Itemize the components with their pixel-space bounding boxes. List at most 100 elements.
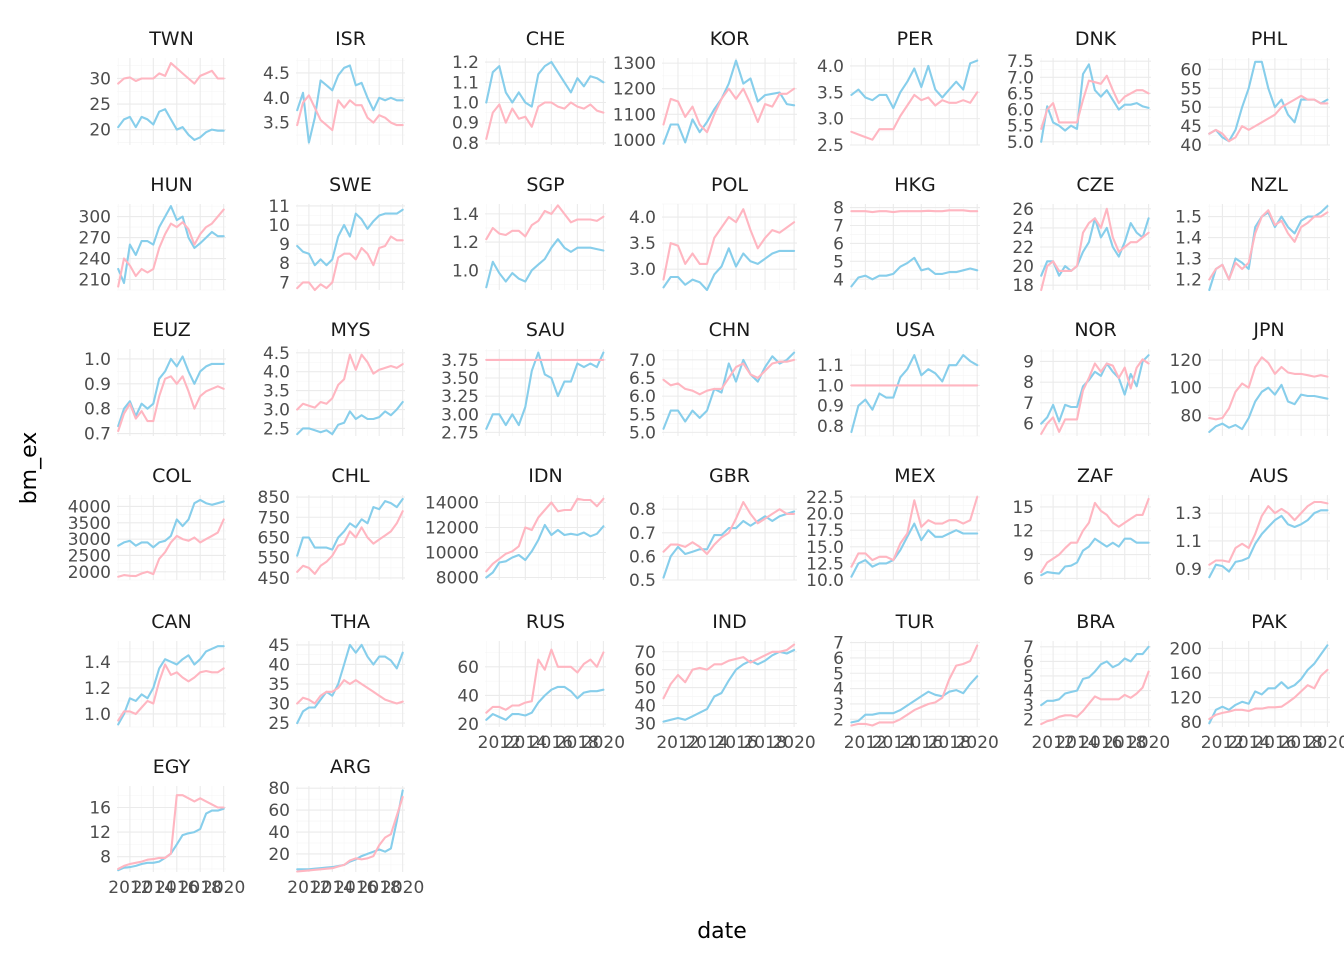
series-line-1 (850, 256, 979, 288)
x-tick-label: 2012 (287, 878, 330, 898)
y-tick-label: 3.5 (817, 83, 844, 103)
y-tick-label: 4.5 (263, 64, 290, 84)
y-tick-label: 20 (1012, 257, 1034, 277)
series-line-1 (485, 523, 605, 579)
y-tick-label: 1.2 (452, 233, 479, 253)
y-tick-label: 1.4 (452, 205, 479, 225)
y-tick-label: 7 (1023, 394, 1034, 414)
panel-che: CHE 0.80.91.01.11.2 (452, 28, 606, 154)
series-line-2 (296, 94, 404, 132)
x-tick-label: 2020 (1306, 733, 1344, 753)
series-line-2 (1208, 356, 1329, 421)
series-line-2 (1040, 207, 1150, 292)
series-line-1 (1040, 63, 1150, 143)
series-line-2 (662, 643, 796, 700)
y-tick-label: 60 (634, 661, 656, 681)
panel-title: CHE (526, 28, 566, 50)
y-tick-label: 3 (833, 695, 844, 715)
series-line-2 (1208, 500, 1329, 566)
panel-title: CZE (1076, 174, 1114, 196)
y-tick-label: 1.0 (452, 94, 479, 114)
y-tick-label: 1.3 (1175, 250, 1202, 270)
series-line-2 (1208, 209, 1329, 281)
y-tick-label: 8 (279, 254, 290, 274)
y-tick-label: 1.1 (1175, 532, 1202, 552)
x-tick-label: 2012 (844, 733, 887, 753)
panel-title: BRA (1076, 611, 1114, 633)
series-line-1 (117, 807, 225, 872)
series-line-2 (296, 353, 404, 411)
y-tick-label: 4.0 (817, 57, 844, 77)
series-line-1 (117, 645, 225, 726)
y-tick-label: 80 (1180, 713, 1202, 733)
y-tick-label: 80 (1180, 406, 1202, 426)
x-tick-label: 2020 (772, 733, 815, 753)
series-line-1 (485, 685, 605, 721)
series-line-2 (485, 204, 605, 241)
x-tick-label: 2016 (1079, 733, 1122, 753)
series-line-1 (662, 648, 796, 723)
panel-title: SWE (329, 174, 372, 196)
x-tick-label: 2014 (872, 733, 915, 753)
y-tick-label: 5.5 (629, 405, 656, 425)
y-tick-label: 4.0 (263, 363, 290, 383)
y-tick-label: 3.25 (441, 387, 479, 407)
panel-title: COL (152, 465, 191, 487)
y-tick-label: 4000 (68, 497, 111, 517)
series-line-2 (850, 644, 979, 727)
y-tick-label: 40 (268, 823, 290, 843)
y-tick-label: 12 (1012, 522, 1034, 542)
series-line-2 (850, 91, 979, 141)
y-tick-label: 0.9 (817, 397, 844, 417)
panel-title: THA (330, 611, 370, 633)
y-tick-label: 7.0 (1007, 68, 1034, 88)
y-tick-label: 0.8 (84, 400, 111, 420)
y-tick-label: 1000 (613, 131, 656, 151)
series-line-1 (662, 351, 796, 430)
panel-euz: EUZ 0.7 0.8 0.9 1.0 (84, 319, 226, 445)
x-tick-label: 2018 (1103, 733, 1146, 753)
y-tick-label: 60 (1180, 60, 1202, 80)
y-tick-label: 15 (1012, 498, 1034, 518)
y-tick-label: 9 (279, 235, 290, 255)
y-tick-label: 850 (258, 488, 290, 508)
panel-title: ARG (330, 756, 371, 778)
series-line-1 (850, 59, 979, 110)
panel-title: SAU (526, 319, 565, 341)
series-line-1 (1040, 537, 1150, 577)
x-tick-label: 2014 (311, 878, 354, 898)
y-tick-label: 1.3 (1175, 504, 1202, 524)
series-line-1 (296, 497, 404, 557)
y-tick-label: 6.0 (629, 387, 656, 407)
series-line-1 (662, 247, 796, 292)
y-tick-label: 3.0 (817, 110, 844, 130)
y-tick-label: 40 (457, 686, 479, 706)
y-tick-label: 1.2 (452, 53, 479, 73)
y-tick-label: 7 (1023, 638, 1034, 658)
y-tick-label: 0.6 (629, 547, 656, 567)
y-tick-label: 9 (1023, 546, 1034, 566)
x-tick-label: 2018 (556, 733, 599, 753)
y-tick-label: 1.0 (84, 705, 111, 725)
panel-title: IDN (528, 465, 562, 487)
panel-dnk: DNK 5.05.56.06.57.07.5 (1007, 28, 1151, 153)
y-tick-label: 55 (1180, 79, 1202, 99)
series-line-1 (117, 498, 225, 549)
x-tick-label: 2020 (381, 878, 424, 898)
y-tick-label: 1.0 (84, 350, 111, 370)
y-tick-label: 40 (1180, 136, 1202, 156)
series-line-2 (662, 208, 796, 281)
y-tick-label: 45 (268, 636, 290, 656)
y-tick-label: 70 (634, 643, 656, 663)
y-tick-label: 450 (258, 569, 290, 589)
